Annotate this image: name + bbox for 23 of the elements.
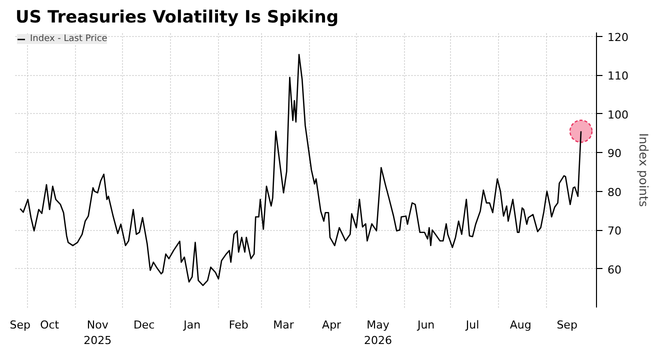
y-tick-label: 100 [608, 108, 628, 122]
x-tick-label: Mar [273, 318, 294, 332]
y-tick-label: 90 [608, 147, 622, 160]
y-tick-label: 60 [608, 263, 622, 276]
x-tick-label: May 2026 [364, 318, 392, 348]
x-tick-label: Nov 2025 [84, 318, 112, 348]
x-tick-label: Apr [322, 318, 342, 332]
x-tick-label: Feb [228, 318, 248, 332]
x-tick-label: Sep [556, 318, 578, 332]
x-tick-label: Jun [416, 318, 435, 332]
y-tick-label: 120 [608, 30, 628, 44]
chart-title: US Treasuries Volatility Is Spiking [16, 8, 339, 28]
x-tick-label: Sep [10, 318, 31, 332]
x-tick-label: Jul [464, 318, 480, 332]
x-tick-label: Oct [40, 318, 60, 332]
x-tick-label: Dec [133, 318, 155, 332]
y-tick-label: 110 [608, 70, 628, 83]
legend-label: Index - Last Price [30, 34, 108, 44]
y-tick-label: 80 [608, 186, 622, 199]
y-tick-label: 70 [608, 224, 622, 238]
x-tick-label: Jan [182, 318, 201, 332]
y-axis-title: Index points [636, 133, 650, 207]
x-tick-label: Aug [510, 318, 532, 332]
